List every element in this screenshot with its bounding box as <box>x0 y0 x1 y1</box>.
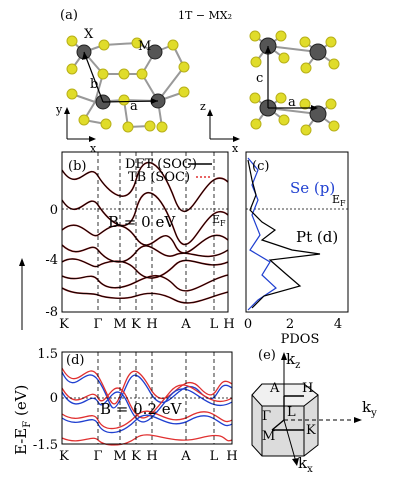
top-y-arrow <box>64 107 70 114</box>
vector-a2-label: a <box>288 95 296 110</box>
top-view-axes <box>66 111 92 140</box>
panel-c-xticks: 0 2 4 <box>244 317 342 332</box>
svg-text:Γ: Γ <box>262 409 271 424</box>
svg-text:K: K <box>131 317 141 332</box>
top-x-label: x <box>90 142 97 155</box>
svg-text:L: L <box>210 317 219 332</box>
kz-label: kz <box>286 350 300 371</box>
svg-text:-1.5: -1.5 <box>33 438 58 453</box>
vector-b-arrow <box>82 52 88 60</box>
svg-text:H: H <box>146 449 157 464</box>
svg-text:A: A <box>180 317 191 332</box>
kx-arrow <box>292 458 299 466</box>
lattice-vectors <box>83 51 159 103</box>
panel-b-kpath-lines <box>97 152 215 312</box>
panel-a-title: 1T − MX₂ <box>178 9 232 22</box>
svg-text:A: A <box>180 449 191 464</box>
panel-e-label: (e) <box>258 348 276 363</box>
svg-text:0: 0 <box>244 317 252 332</box>
atom-m-label: M <box>138 39 151 54</box>
panel-b-yticks: 0 -4 -8 <box>45 203 58 320</box>
ytick-0: 0 <box>50 203 58 218</box>
ylabel: E-EF (eV) <box>12 385 33 455</box>
panel-b: (b) DFT (SOC) TB (SOC) B = 0 eV EF 0 -4 … <box>45 151 235 332</box>
panel-b-frame <box>61 151 229 313</box>
panel-c-frame <box>245 151 349 313</box>
panel-b-fermi-label: EF <box>212 213 226 228</box>
panel-d-yticks: 1.5 0 -1.5 <box>33 347 58 453</box>
side-view: c a z x <box>200 30 340 155</box>
panel-c-fermi-label: EF <box>332 193 346 208</box>
pdos-pt-label: Pt (d) <box>296 228 338 246</box>
svg-text:M: M <box>262 429 275 444</box>
panel-b-annotation: B = 0 eV <box>108 213 176 231</box>
svg-text:4: 4 <box>334 317 342 332</box>
panel-e: (e) kz ky kx A H Γ L M K <box>251 348 377 475</box>
svg-text:K: K <box>306 423 316 438</box>
panel-c: (c) Se (p) EF Pt (d) 0 2 4 PDOS <box>244 151 349 347</box>
chalcogen-atoms <box>66 35 190 133</box>
svg-text:H: H <box>223 317 234 332</box>
svg-text:K: K <box>59 449 69 464</box>
ky-arrow <box>354 417 362 423</box>
panel-b-label: (b) <box>68 159 86 174</box>
top-y-label: y <box>55 103 63 116</box>
ytick-m8: -8 <box>45 305 58 320</box>
svg-text:H: H <box>302 381 313 396</box>
svg-text:K: K <box>131 449 141 464</box>
ytick-m4: -4 <box>45 253 58 268</box>
svg-text:Γ: Γ <box>93 317 102 332</box>
svg-text:0: 0 <box>50 391 58 406</box>
bz-points: A H Γ L M K <box>262 381 316 444</box>
svg-text:M: M <box>113 317 126 332</box>
kz-arrow <box>281 352 287 360</box>
panel-a: (a) 1T − MX₂ <box>55 8 340 155</box>
shared-ylabel: E-EF (eV) <box>12 258 33 455</box>
panel-d-annotation: B = 0.2 eV <box>100 400 183 418</box>
vector-a-label: a <box>130 99 138 114</box>
side-z-label: z <box>200 100 206 113</box>
svg-text:L: L <box>287 405 296 420</box>
atom-x-label: X <box>84 27 94 42</box>
panel-c-xlabel: PDOS <box>281 332 320 347</box>
svg-text:2: 2 <box>286 317 294 332</box>
kx-label: kx <box>298 454 313 475</box>
legend-tb-label: TB (SOC) <box>128 170 190 185</box>
bz-path <box>271 395 304 431</box>
svg-text:H: H <box>146 317 157 332</box>
svg-text:1.5: 1.5 <box>37 347 58 362</box>
svg-text:M: M <box>113 449 126 464</box>
side-x-label: x <box>232 142 239 155</box>
vector-a-arrow <box>151 98 158 104</box>
svg-text:K: K <box>59 317 69 332</box>
svg-text:Γ: Γ <box>93 449 102 464</box>
pdos-pt-d <box>247 159 321 309</box>
panel-a-label: (a) <box>60 8 78 23</box>
panel-d-label: (d) <box>66 353 84 368</box>
top-x-arrow <box>89 136 96 142</box>
pdos-se-label: Se (p) <box>290 179 335 197</box>
svg-text:A: A <box>269 381 280 396</box>
vector-c-label: c <box>256 71 263 86</box>
legend-dft-label: DFT (SOC) <box>125 157 197 172</box>
svg-text:H: H <box>226 449 237 464</box>
ky-label: ky <box>362 398 377 419</box>
vector-b-label: b <box>90 77 98 92</box>
svg-text:L: L <box>210 449 219 464</box>
panel-c-label: (c) <box>252 159 269 174</box>
